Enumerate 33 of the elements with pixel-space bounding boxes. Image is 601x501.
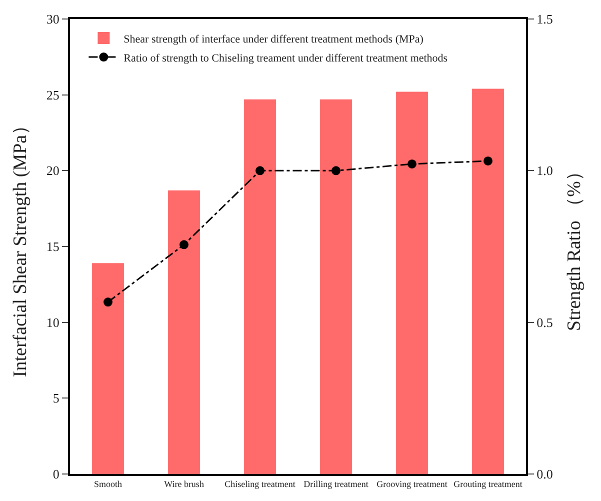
y-axis-title: Interfacial Shear Strength (MPa） [10, 116, 31, 378]
bar [168, 190, 200, 474]
legend-label: Ratio of strength to Chiseling treament under different treatment methods [124, 52, 448, 64]
y-tick-label: 0 [52, 466, 60, 482]
point [332, 166, 340, 176]
bar [244, 99, 276, 474]
y2-axis-title: Strength Ratio （%） [564, 162, 586, 331]
y-tick-label: 15 [46, 239, 60, 254]
y-tick-label: 10 [46, 314, 60, 330]
x-tick-label: Grooving treatment [376, 478, 448, 489]
point [104, 298, 112, 307]
y-tick-label: 5 [52, 390, 60, 406]
bar [396, 92, 428, 474]
point [408, 159, 416, 168]
y2-tick-label: 0.0 [536, 466, 553, 482]
y-tick-label: 30 [46, 12, 60, 27]
x-tick-label: Smooth [94, 478, 122, 489]
y2-tick-label: 0.5 [536, 314, 553, 330]
y2-tick-label: 1.0 [536, 163, 553, 178]
bar [320, 99, 352, 474]
y-tick-label: 25 [46, 87, 60, 102]
point [256, 166, 264, 176]
x-tick-label: Wire brush [164, 478, 204, 489]
point [484, 156, 492, 166]
point [180, 240, 188, 250]
x-tick-label: Drilling treatment [304, 478, 369, 489]
x-tick-label: Grouting treatment [454, 478, 523, 489]
bar [472, 88, 504, 474]
y2-tick-label: 1.5 [536, 12, 553, 27]
y-tick-label: 20 [46, 163, 60, 178]
legend-label: Shear strength of interface under different treatment methods (MPa) [124, 33, 424, 46]
x-tick-label: Chiseling treatment [224, 478, 296, 489]
bar [92, 263, 124, 474]
